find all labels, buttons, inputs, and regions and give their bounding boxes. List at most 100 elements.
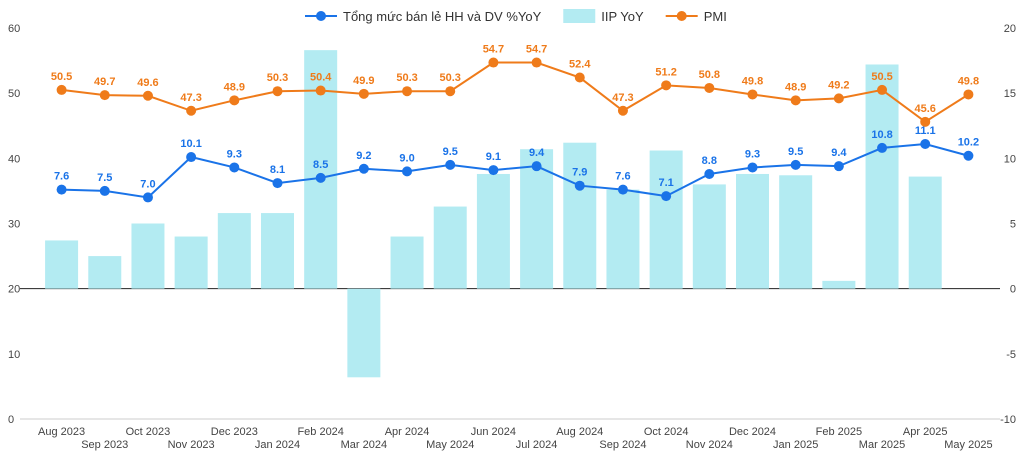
tong-muc-ban-le-hh-va-dv-yoy-point	[531, 161, 542, 172]
pmi-data-label: 50.3	[267, 72, 288, 84]
x-tick-label: Jul 2024	[516, 439, 558, 451]
tong-muc-ban-le-hh-va-dv-yoy-data-label: 8.1	[270, 164, 285, 176]
tong-muc-ban-le-hh-va-dv-yoy-point	[574, 180, 585, 191]
pmi-data-label: 48.9	[224, 81, 245, 93]
pmi-point	[315, 85, 326, 96]
tong-muc-ban-le-hh-va-dv-yoy-data-label: 7.0	[140, 178, 155, 190]
pmi-point	[833, 93, 844, 104]
pmi-data-label: 51.2	[655, 66, 676, 78]
legend-item-pmi[interactable]: PMI	[665, 9, 727, 24]
x-tick-label: Sep 2023	[81, 439, 128, 451]
tong-muc-ban-le-hh-va-dv-yoy-data-label: 7.9	[572, 167, 587, 179]
pmi-data-label: 50.3	[396, 72, 417, 84]
pmi-point	[56, 84, 67, 95]
pmi-data-label: 49.2	[828, 79, 849, 91]
pmi-data-label: 54.7	[526, 44, 547, 56]
left-tick-label: 50	[8, 88, 20, 100]
pmi-point	[445, 86, 456, 97]
pmi-point	[920, 116, 931, 127]
legend-item-tong-muc-ban-le-hh-va-dv-yoy[interactable]: Tổng mức bán lẻ HH và DV %YoY	[305, 9, 542, 24]
left-tick-label: 20	[8, 284, 20, 296]
pmi-line	[61, 61, 969, 124]
iip-bar	[779, 175, 813, 289]
tong-muc-ban-le-hh-va-dv-yoy-data-label: 9.5	[788, 146, 803, 158]
pmi-data-label: 45.6	[915, 103, 936, 115]
pmi-data-label: 50.3	[440, 72, 461, 84]
left-axis: 0 10 20 30 40 50 60	[8, 23, 20, 426]
pmi-data-label: 49.8	[958, 75, 979, 87]
tong-muc-ban-le-hh-va-dv-yoy-data-label: 9.5	[443, 146, 458, 158]
legend-label: Tổng mức bán lẻ HH và DV %YoY	[343, 9, 542, 24]
left-tick-label: 40	[8, 153, 20, 165]
pmi-data-label: 54.7	[483, 44, 504, 56]
iip-bar	[822, 280, 856, 289]
pmi-point	[574, 72, 585, 83]
pmi-point	[272, 86, 283, 97]
series-lines	[61, 61, 969, 199]
pmi-data-label: 47.3	[612, 92, 633, 104]
pmi-data-label: 50.4	[310, 72, 332, 84]
tong-muc-ban-le-hh-va-dv-yoy-data-label: 10.8	[871, 129, 892, 141]
tong-muc-ban-le-hh-va-dv-yoy-point	[186, 152, 197, 163]
tong-muc-ban-le-hh-va-dv-yoy-data-label: 7.5	[97, 172, 112, 184]
x-tick-label: Aug 2023	[38, 426, 85, 438]
pmi-point	[488, 57, 499, 68]
iip-bar	[217, 213, 251, 289]
pmi-point	[617, 105, 628, 116]
legend: Tổng mức bán lẻ HH và DV %YoY IIP YoY PMI	[305, 9, 727, 24]
x-tick-label: Sep 2024	[599, 439, 646, 451]
x-tick-label: Feb 2025	[816, 426, 862, 438]
tong-muc-ban-le-hh-va-dv-yoy-data-label: 10.2	[958, 137, 979, 149]
iip-bar	[261, 213, 294, 289]
tong-muc-ban-le-hh-va-dv-yoy-point	[142, 192, 153, 203]
tong-muc-ban-le-hh-va-dv-yoy-point	[747, 162, 758, 173]
left-tick-label: 10	[8, 349, 20, 361]
tong-muc-ban-le-hh-va-dv-yoy-data-label: 9.3	[227, 148, 242, 160]
tong-muc-ban-le-hh-va-dv-yoy-data-label: 7.6	[54, 171, 69, 183]
pmi-point	[186, 105, 197, 116]
pmi-data-label: 49.8	[742, 75, 763, 87]
iip-bar	[520, 149, 554, 289]
tong-muc-ban-le-hh-va-dv-yoy-data-label: 9.4	[529, 147, 545, 159]
x-tick-label: Nov 2023	[168, 439, 215, 451]
iip-bar	[908, 176, 942, 289]
iip-bar	[865, 64, 899, 289]
pmi-data-label: 48.9	[785, 81, 806, 93]
iip-bar	[390, 236, 424, 289]
pmi-point	[99, 90, 110, 101]
tong-muc-ban-le-hh-va-dv-yoy-data-label: 8.8	[702, 155, 717, 167]
legend-label: IIP YoY	[601, 9, 644, 24]
tong-muc-ban-le-hh-va-dv-yoy-point	[790, 159, 801, 170]
tong-muc-ban-le-hh-va-dv-yoy-data-label: 9.2	[356, 150, 371, 162]
tong-muc-ban-le-hh-va-dv-yoy-point	[56, 184, 67, 195]
pmi-point	[747, 89, 758, 100]
tong-muc-ban-le-hh-va-dv-yoy-point	[877, 142, 888, 153]
iip-bar	[131, 223, 165, 289]
iip-bar	[563, 142, 597, 289]
tong-muc-ban-le-hh-va-dv-yoy-point	[617, 184, 628, 195]
tong-muc-ban-le-hh-va-dv-yoy-point	[704, 168, 715, 179]
x-tick-label: Oct 2023	[126, 426, 171, 438]
right-axis: -10 -5 0 5 10 15 20	[1000, 23, 1016, 426]
left-tick-label: 60	[8, 23, 20, 35]
x-tick-label: Oct 2024	[644, 426, 689, 438]
pmi-point	[229, 95, 240, 106]
tong-muc-ban-le-hh-va-dv-yoy-point	[920, 138, 931, 149]
x-tick-label: Jun 2024	[471, 426, 516, 438]
tong-muc-ban-le-hh-va-dv-yoy-point	[99, 185, 110, 196]
tong-muc-ban-le-hh-va-dv-yoy-data-label: 11.1	[915, 125, 936, 137]
tong-muc-ban-le-hh-va-dv-yoy-point	[315, 172, 326, 183]
right-tick-label: 20	[1004, 23, 1016, 35]
tong-muc-ban-le-hh-va-dv-yoy-data-label: 9.1	[486, 151, 501, 163]
iip-bar	[649, 150, 683, 289]
iip-bars	[45, 50, 942, 378]
legend-item-iip-yoy[interactable]: IIP YoY	[563, 9, 644, 24]
x-tick-label: Mar 2025	[859, 439, 905, 451]
right-tick-label: 5	[1010, 219, 1016, 231]
x-tick-label: Apr 2025	[903, 426, 948, 438]
x-tick-label: Dec 2024	[729, 426, 776, 438]
pmi-data-label: 49.6	[137, 77, 158, 89]
pmi-data-label: 49.9	[353, 75, 374, 87]
x-tick-label: Apr 2024	[385, 426, 430, 438]
